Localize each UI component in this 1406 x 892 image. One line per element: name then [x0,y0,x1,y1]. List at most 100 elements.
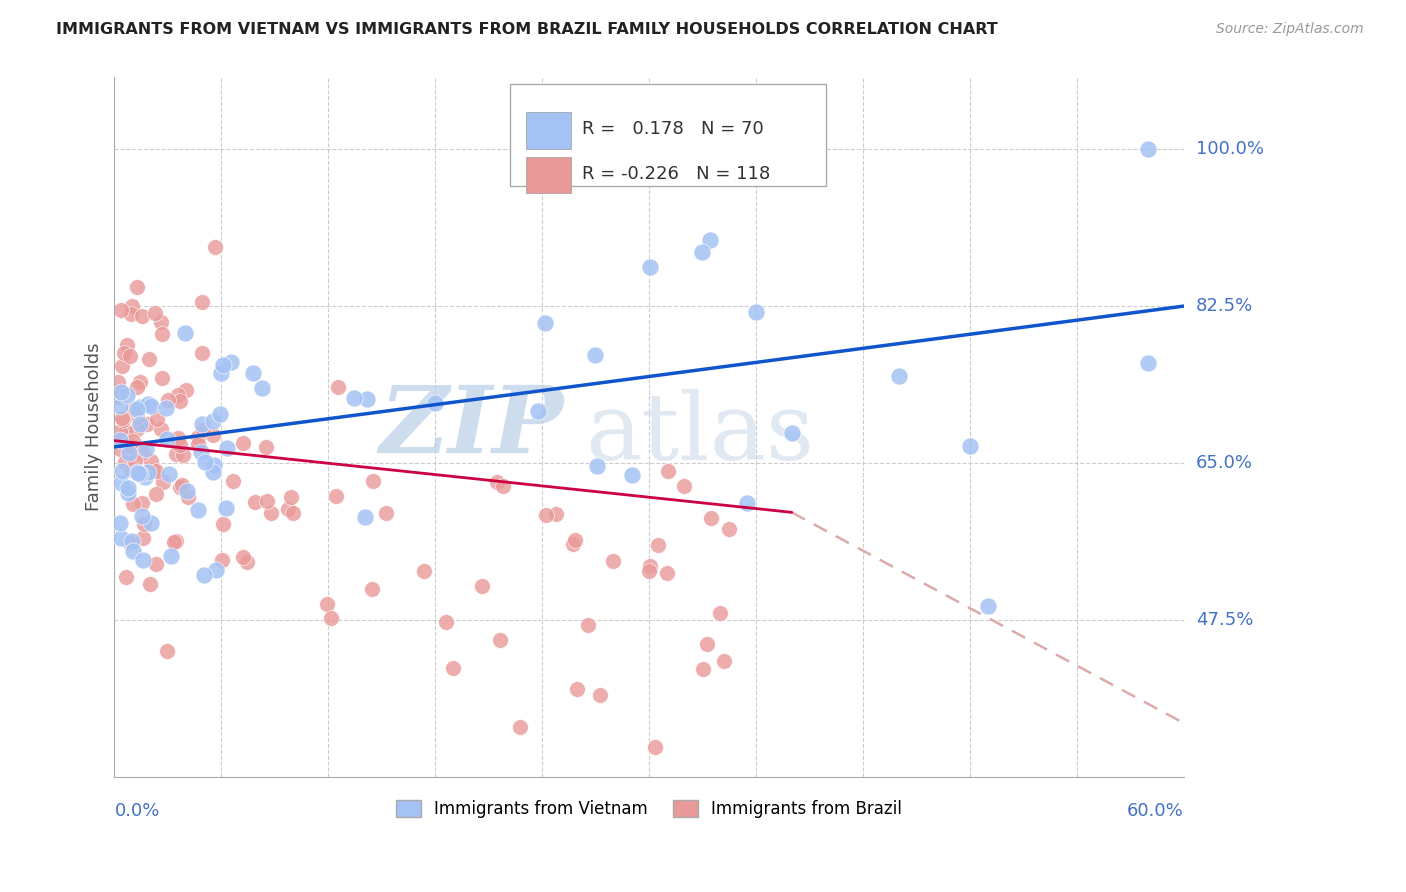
Point [114,455,136,469]
Point [136,465,159,479]
Point [709,607,731,621]
Point [117,486,139,500]
Point [354,510,377,524]
Point [202,414,225,428]
Point [110,476,132,491]
Point [283,506,305,520]
Point [208,407,231,421]
Point [434,615,457,629]
Point [534,508,557,522]
Point [115,388,138,402]
Point [1137,142,1160,156]
Point [122,402,145,417]
Point [156,432,179,446]
Point [343,391,366,405]
Point [110,531,132,545]
Point [190,295,212,310]
Point [565,682,588,697]
Point [167,431,190,445]
Point [745,304,768,318]
Point [121,307,143,321]
Point [120,349,142,363]
Point [121,534,143,549]
Point [139,577,162,591]
Point [110,442,132,457]
Point [602,554,624,568]
Point [132,516,155,531]
Point [187,503,209,517]
Point [700,510,723,524]
Point [187,430,209,444]
Point [131,446,153,460]
Point [127,466,149,480]
Point [125,280,148,294]
Point [136,417,159,431]
Point [112,346,135,360]
Point [976,599,998,614]
Point [585,459,607,474]
Point [735,496,758,510]
Point [112,413,135,427]
Point [256,493,278,508]
Point [167,388,190,402]
Point [441,661,464,675]
Point [242,366,264,380]
Point [219,355,242,369]
FancyBboxPatch shape [526,157,571,194]
Point [544,507,567,521]
Point [713,654,735,668]
Point [232,549,254,564]
Point [129,417,152,432]
Text: R =   0.178   N = 70: R = 0.178 N = 70 [582,120,763,138]
Point [277,502,299,516]
Point [699,233,721,247]
Point [111,359,134,373]
Text: 82.5%: 82.5% [1197,297,1254,315]
Point [132,531,155,545]
Point [139,399,162,413]
Point [254,440,277,454]
Text: 0.0%: 0.0% [114,802,160,820]
Point [160,549,183,564]
Point [118,536,141,550]
Point [125,380,148,394]
Point [131,496,153,510]
Point [280,490,302,504]
Point [211,553,233,567]
Y-axis label: Family Households: Family Households [86,343,103,511]
Point [243,495,266,509]
Point [360,582,382,596]
Point [150,371,173,385]
Point [177,490,200,504]
Point [145,487,167,501]
Point [718,522,741,536]
Point [157,467,180,481]
Point [471,579,494,593]
Point [122,497,145,511]
Point [169,394,191,409]
Point [121,439,143,453]
Text: 60.0%: 60.0% [1128,802,1184,820]
Point [115,570,138,584]
Point [163,534,186,549]
Point [115,338,138,352]
Point [486,475,509,489]
Point [108,434,131,448]
Point [128,375,150,389]
Point [215,500,238,515]
Point [412,564,434,578]
Point [564,533,586,548]
Point [187,436,209,450]
Point [190,445,212,459]
Point [621,468,644,483]
Point [143,306,166,320]
Point [232,435,254,450]
Point [165,534,187,549]
Point [356,392,378,407]
Point [135,442,157,457]
Point [138,352,160,367]
Point [155,401,177,415]
Text: ZIP: ZIP [380,382,564,472]
Point [131,509,153,524]
Point [209,367,232,381]
